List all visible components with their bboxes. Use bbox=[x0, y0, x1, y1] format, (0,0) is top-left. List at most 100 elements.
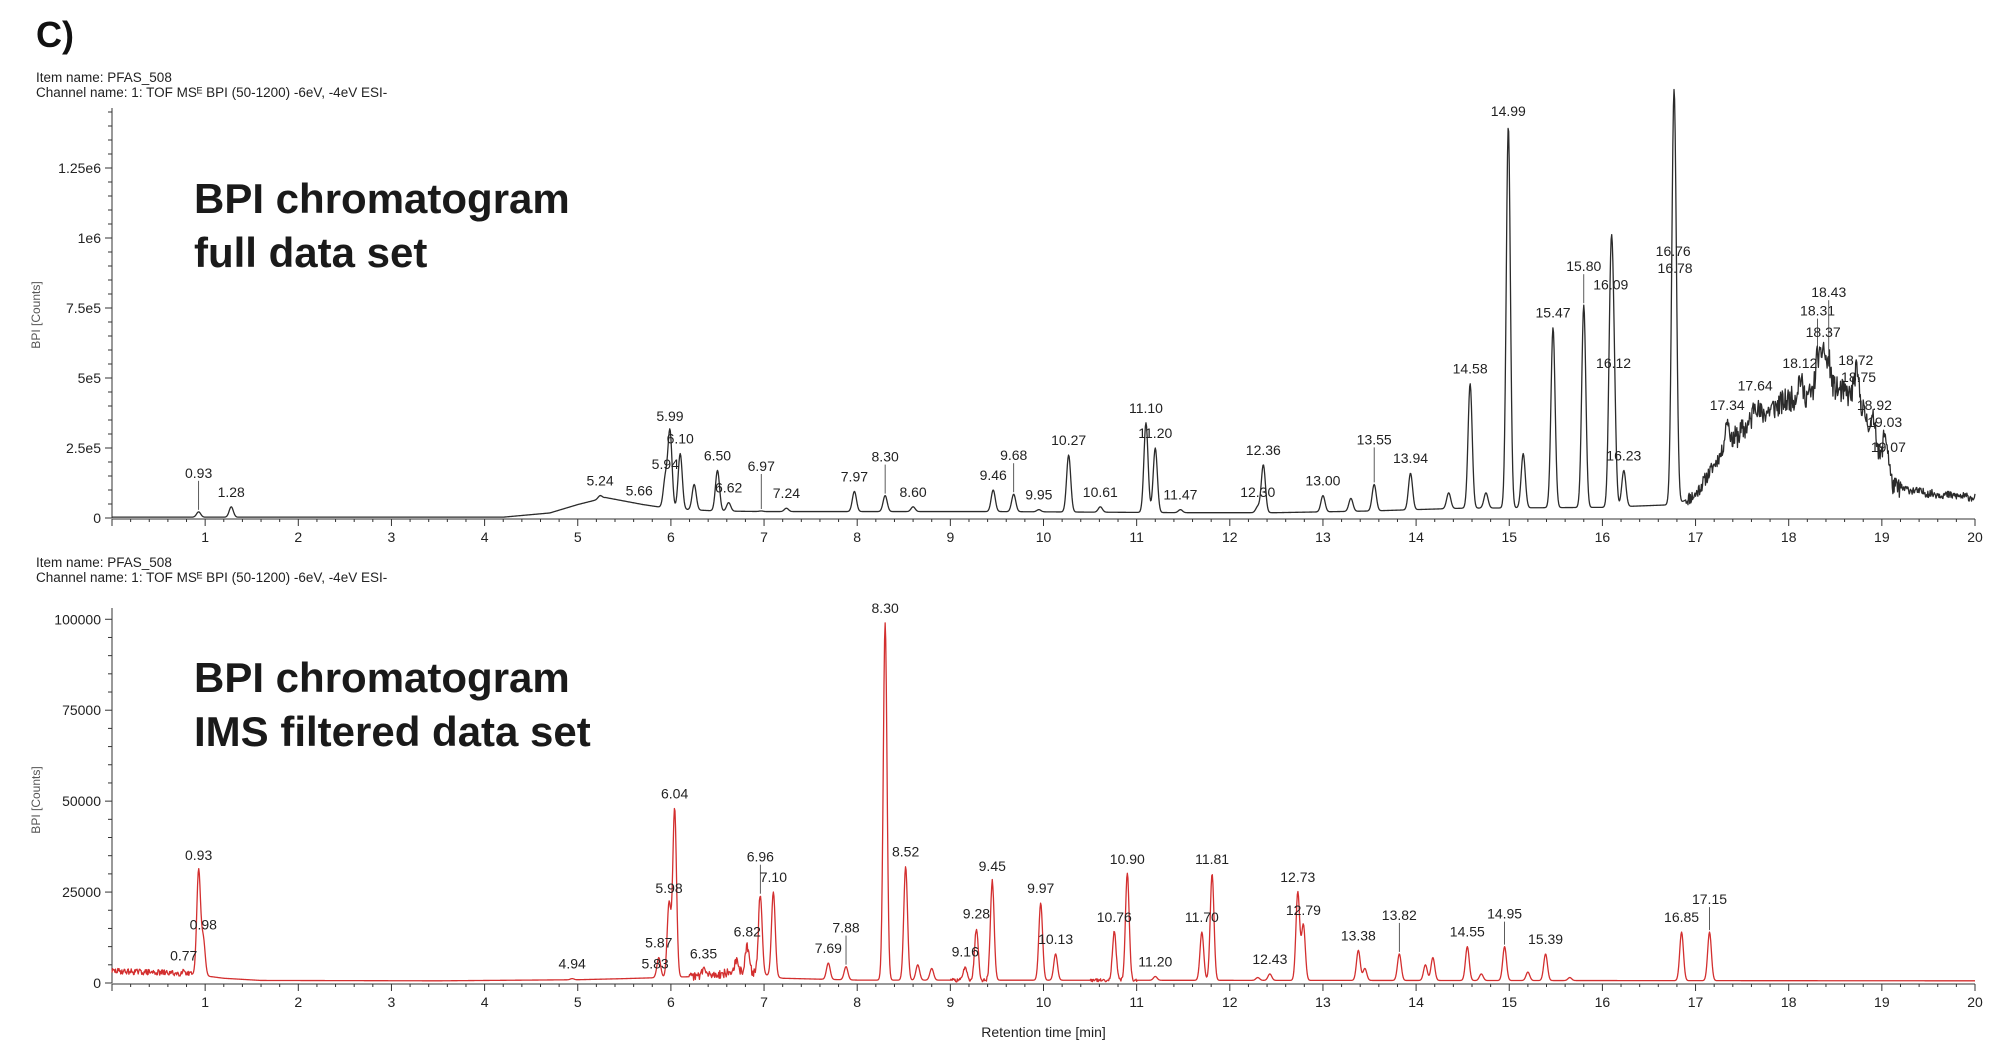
peak-label: 12.36 bbox=[1246, 442, 1281, 458]
peak-label: 14.99 bbox=[1491, 103, 1526, 119]
y-tick-label: 2.5e5 bbox=[66, 440, 101, 456]
bpi-chart-full: 1 2 3 4 5 6 7 8 9 10 11 12 13 14 15 16 17 18 19 2002.5e55e5… bbox=[29, 88, 1983, 545]
peak-label: 14.55 bbox=[1450, 924, 1485, 940]
x-tick-label: 19 bbox=[1874, 994, 1890, 1010]
y-tick-label: 0 bbox=[93, 975, 101, 991]
peak-label: 13.82 bbox=[1382, 907, 1417, 923]
y-axis-label: BPI [Counts] bbox=[29, 766, 43, 833]
x-tick-label: 7 bbox=[760, 529, 768, 545]
x-tick-label: 6 bbox=[667, 994, 675, 1010]
overlay-line-1: BPI chromatogram bbox=[194, 654, 570, 701]
panel-label: C) bbox=[36, 14, 74, 55]
x-tick-label: 2 bbox=[294, 994, 302, 1010]
x-tick-label: 13 bbox=[1315, 529, 1331, 545]
item-name: Item name: PFAS_508 bbox=[36, 70, 172, 85]
peak-label: 17.34 bbox=[1710, 397, 1745, 413]
peak-label: 18.43 bbox=[1811, 284, 1846, 300]
y-tick-label: 100000 bbox=[54, 611, 101, 627]
x-tick-label: 3 bbox=[388, 529, 396, 545]
y-tick-label: 50000 bbox=[62, 793, 101, 809]
y-tick-label: 1.25e6 bbox=[58, 160, 101, 176]
peak-label: 0.77 bbox=[170, 947, 197, 963]
peak-label: 5.66 bbox=[626, 482, 653, 498]
peak-label: 13.00 bbox=[1305, 473, 1340, 489]
peak-label: 4.94 bbox=[559, 956, 586, 972]
x-tick-label: 17 bbox=[1688, 529, 1704, 545]
peak-label: 7.69 bbox=[815, 940, 842, 956]
peak-label: 10.90 bbox=[1110, 851, 1145, 867]
peak-label: 18.12 bbox=[1782, 355, 1817, 371]
peak-label: 5.87 bbox=[645, 935, 672, 951]
peak-label: 9.68 bbox=[1000, 447, 1027, 463]
peak-label: 1.28 bbox=[218, 484, 245, 500]
x-tick-label: 5 bbox=[574, 994, 582, 1010]
peak-label: 10.13 bbox=[1038, 931, 1073, 947]
x-tick-label: 18 bbox=[1781, 529, 1797, 545]
peak-label: 11.20 bbox=[1138, 953, 1172, 969]
peak-label: 9.97 bbox=[1027, 880, 1054, 896]
peak-label: 0.93 bbox=[185, 847, 212, 863]
channel-name: Channel name: 1: TOF MSᴱ BPI (50-1200) -… bbox=[36, 570, 388, 585]
peak-label: 8.60 bbox=[899, 484, 926, 500]
y-tick-label: 0 bbox=[93, 510, 101, 526]
peak-label: 6.50 bbox=[704, 447, 731, 463]
x-tick-label: 12 bbox=[1222, 529, 1238, 545]
y-tick-label: 1e6 bbox=[78, 230, 102, 246]
peak-label: 13.55 bbox=[1357, 431, 1392, 447]
peak-label: 13.38 bbox=[1341, 927, 1376, 943]
x-tick-label: 19 bbox=[1874, 529, 1890, 545]
x-tick-label: 7 bbox=[760, 994, 768, 1010]
peak-label: 12.43 bbox=[1252, 951, 1287, 967]
x-tick-label: 2 bbox=[294, 529, 302, 545]
peak-label: 12.79 bbox=[1286, 902, 1321, 918]
peak-label: 11.81 bbox=[1195, 851, 1229, 867]
peak-label: 16.85 bbox=[1664, 909, 1699, 925]
x-tick-label: 13 bbox=[1315, 994, 1331, 1010]
peak-label: 5.99 bbox=[656, 408, 683, 424]
peak-label: 11.20 bbox=[1138, 425, 1172, 441]
x-tick-label: 15 bbox=[1501, 994, 1517, 1010]
peak-label: 7.24 bbox=[773, 485, 800, 501]
x-tick-label: 5 bbox=[574, 529, 582, 545]
top-chart-overlay-title: BPI chromatogram full data set bbox=[194, 172, 570, 280]
peak-label: 15.39 bbox=[1528, 931, 1563, 947]
overlay-line-2: full data set bbox=[194, 229, 428, 276]
x-tick-label: 8 bbox=[853, 994, 861, 1010]
x-tick-label: 17 bbox=[1688, 994, 1704, 1010]
y-tick-label: 5e5 bbox=[78, 370, 102, 386]
peak-label: 5.98 bbox=[655, 880, 682, 896]
peak-label: 18.92 bbox=[1857, 397, 1892, 413]
x-tick-label: 6 bbox=[667, 529, 675, 545]
bottom-chart-overlay-title: BPI chromatogram IMS filtered data set bbox=[194, 651, 591, 759]
peak-label: 11.10 bbox=[1129, 400, 1163, 416]
x-tick-label: 9 bbox=[946, 529, 954, 545]
x-tick-label: 14 bbox=[1408, 994, 1424, 1010]
peak-label: 0.98 bbox=[190, 916, 217, 932]
peak-label: 6.62 bbox=[715, 480, 742, 496]
peak-label: 5.94 bbox=[652, 456, 679, 472]
y-tick-label: 7.5e5 bbox=[66, 300, 101, 316]
peak-label: 8.30 bbox=[872, 600, 899, 616]
x-tick-label: 3 bbox=[388, 994, 396, 1010]
x-tick-label: 4 bbox=[481, 994, 489, 1010]
x-tick-label: 16 bbox=[1595, 529, 1611, 545]
channel-name: Channel name: 1: TOF MSᴱ BPI (50-1200) -… bbox=[36, 85, 388, 100]
peak-label: 7.10 bbox=[760, 869, 787, 885]
peak-label: 13.94 bbox=[1393, 450, 1428, 466]
peak-label: 16.12 bbox=[1596, 355, 1631, 371]
item-name: Item name: PFAS_508 bbox=[36, 555, 172, 570]
peak-label: 19.07 bbox=[1871, 439, 1906, 455]
overlay-line-1: BPI chromatogram bbox=[194, 175, 570, 222]
peak-label: 12.73 bbox=[1280, 869, 1315, 885]
peak-label: 18.31 bbox=[1800, 303, 1835, 319]
peak-label: 16.78 bbox=[1658, 260, 1693, 276]
peak-label: 9.45 bbox=[979, 858, 1006, 874]
peak-label: 18.37 bbox=[1806, 324, 1841, 340]
peak-label: 18.72 bbox=[1838, 352, 1873, 368]
x-tick-label: 4 bbox=[481, 529, 489, 545]
peak-label: 6.35 bbox=[690, 945, 717, 961]
peak-label: 17.15 bbox=[1692, 891, 1727, 907]
x-tick-label: 10 bbox=[1036, 994, 1052, 1010]
bpi-chart-ims-filtered: 1 2 3 4 5 6 7 8 9 10 11 12 13 14 15 16 17 18 19 20025000500… bbox=[29, 600, 1983, 1040]
peak-label: 6.97 bbox=[748, 458, 775, 474]
